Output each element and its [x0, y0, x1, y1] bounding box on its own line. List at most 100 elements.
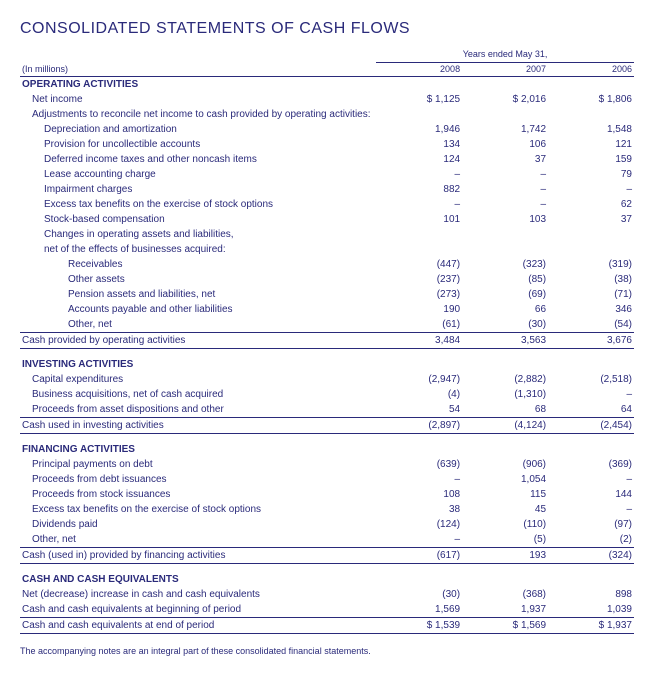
row-value: 1,742 — [462, 122, 548, 137]
section-header: CASH AND CASH EQUIVALENTS — [20, 572, 376, 587]
table-row: Other, net–(5)(2) — [20, 532, 634, 548]
subtotal-value: (4,124) — [462, 418, 548, 434]
table-row: Dividends paid(124)(110)(97) — [20, 517, 634, 532]
subtotal-row: Cash (used in) provided by financing act… — [20, 548, 634, 564]
row-value: $ 2,016 — [462, 92, 548, 107]
row-label: Provision for uncollectible accounts — [20, 137, 376, 152]
subtotal-value: (324) — [548, 548, 634, 564]
row-value: (2,518) — [548, 372, 634, 387]
row-value: 121 — [548, 137, 634, 152]
subtotal-row: Cash used in investing activities(2,897)… — [20, 418, 634, 434]
table-row: Cash and cash equivalents at beginning o… — [20, 602, 634, 618]
row-label: Other, net — [20, 532, 376, 548]
row-value: – — [462, 182, 548, 197]
subtotal-value: (2,454) — [548, 418, 634, 434]
row-label: Pension assets and liabilities, net — [20, 287, 376, 302]
row-value: – — [376, 197, 462, 212]
row-value: 106 — [462, 137, 548, 152]
year-col: 2007 — [462, 62, 548, 77]
row-value — [462, 107, 548, 122]
table-row: Capital expenditures(2,947)(2,882)(2,518… — [20, 372, 634, 387]
row-value: – — [462, 197, 548, 212]
table-row: Impairment charges882–– — [20, 182, 634, 197]
row-label: Net (decrease) increase in cash and cash… — [20, 587, 376, 602]
row-value: 115 — [462, 487, 548, 502]
subtotal-value: 3,484 — [376, 333, 462, 349]
row-value: (4) — [376, 387, 462, 402]
row-value: (368) — [462, 587, 548, 602]
section-header: FINANCING ACTIVITIES — [20, 442, 376, 457]
row-label: Net income — [20, 92, 376, 107]
row-value: – — [376, 532, 462, 548]
row-label: Cash and cash equivalents at beginning o… — [20, 602, 376, 618]
period-label: Years ended May 31, — [376, 48, 634, 62]
row-label: Impairment charges — [20, 182, 376, 197]
row-value — [548, 107, 634, 122]
row-value: (237) — [376, 272, 462, 287]
row-value: 79 — [548, 167, 634, 182]
row-value: 66 — [462, 302, 548, 317]
row-label: Proceeds from asset dispositions and oth… — [20, 402, 376, 418]
subtotal-value: 193 — [462, 548, 548, 564]
table-row: Depreciation and amortization1,9461,7421… — [20, 122, 634, 137]
table-row: Proceeds from debt issuances–1,054– — [20, 472, 634, 487]
subtotal-label: Cash used in investing activities — [20, 418, 376, 434]
row-value: 1,569 — [376, 602, 462, 618]
row-value: 101 — [376, 212, 462, 227]
table-row: Accounts payable and other liabilities19… — [20, 302, 634, 317]
subtotal-value: (2,897) — [376, 418, 462, 434]
row-label: Receivables — [20, 257, 376, 272]
row-value: 1,946 — [376, 122, 462, 137]
subtotal-row: Cash provided by operating activities3,4… — [20, 333, 634, 349]
table-row: Business acquisitions, net of cash acqui… — [20, 387, 634, 402]
row-value: $ 1,125 — [376, 92, 462, 107]
row-value: (639) — [376, 457, 462, 472]
row-value — [376, 107, 462, 122]
row-value: (30) — [376, 587, 462, 602]
row-value: (71) — [548, 287, 634, 302]
row-value: (447) — [376, 257, 462, 272]
table-row: net of the effects of businesses acquire… — [20, 242, 634, 257]
row-value: (2,947) — [376, 372, 462, 387]
row-value: 108 — [376, 487, 462, 502]
row-value: (30) — [462, 317, 548, 333]
row-value: 1,937 — [462, 602, 548, 618]
unit-note: (In millions) — [20, 62, 376, 77]
row-value: 64 — [548, 402, 634, 418]
row-value: 346 — [548, 302, 634, 317]
year-row: (In millions) 2008 2007 2006 — [20, 62, 634, 77]
row-value: 37 — [548, 212, 634, 227]
row-value: 882 — [376, 182, 462, 197]
row-value: (906) — [462, 457, 548, 472]
table-row: Provision for uncollectible accounts1341… — [20, 137, 634, 152]
row-value: $ 1,806 — [548, 92, 634, 107]
row-label: Depreciation and amortization — [20, 122, 376, 137]
row-label: Accounts payable and other liabilities — [20, 302, 376, 317]
row-value: – — [548, 387, 634, 402]
table-row: Excess tax benefits on the exercise of s… — [20, 502, 634, 517]
table-row: Deferred income taxes and other noncash … — [20, 152, 634, 167]
row-value: 37 — [462, 152, 548, 167]
subtotal-value: 3,563 — [462, 333, 548, 349]
row-value: 1,548 — [548, 122, 634, 137]
row-value: – — [548, 472, 634, 487]
row-value: (85) — [462, 272, 548, 287]
subtotal-value: (617) — [376, 548, 462, 564]
grand-total-label: Cash and cash equivalents at end of peri… — [20, 618, 376, 634]
row-value: (2,882) — [462, 372, 548, 387]
row-label: Deferred income taxes and other noncash … — [20, 152, 376, 167]
subtotal-label: Cash provided by operating activities — [20, 333, 376, 349]
row-value: (1,310) — [462, 387, 548, 402]
row-value: (323) — [462, 257, 548, 272]
grand-total-value: $ 1,937 — [548, 618, 634, 634]
row-value: (2) — [548, 532, 634, 548]
row-value: 45 — [462, 502, 548, 517]
row-label: Excess tax benefits on the exercise of s… — [20, 197, 376, 212]
row-label: Proceeds from stock issuances — [20, 487, 376, 502]
row-value — [376, 227, 462, 242]
row-value: 1,039 — [548, 602, 634, 618]
table-row: Adjustments to reconcile net income to c… — [20, 107, 634, 122]
row-value: (124) — [376, 517, 462, 532]
table-row: Net income$ 1,125$ 2,016$ 1,806 — [20, 92, 634, 107]
row-label: Principal payments on debt — [20, 457, 376, 472]
